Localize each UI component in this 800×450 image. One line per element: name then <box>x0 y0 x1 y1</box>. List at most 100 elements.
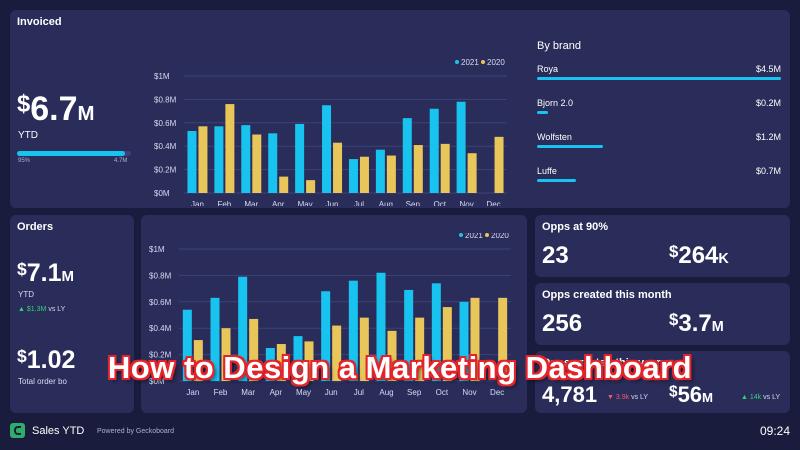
y-tick-label: $1M <box>149 245 165 254</box>
x-tick-label: Mar <box>244 200 258 206</box>
bar-2021-Jun <box>321 291 331 381</box>
opps-year-count: 4,781 <box>542 382 598 407</box>
x-tick-label: Jun <box>325 388 338 397</box>
bar-2020-Apr <box>279 176 289 193</box>
brand-name: Roya <box>537 64 559 74</box>
brand-row: Wolfsten $1.2M <box>537 132 781 156</box>
invoiced-title: Invoiced <box>17 16 62 28</box>
orders-label: YTD <box>18 290 34 299</box>
up-arrow-icon: ▲ <box>18 306 25 313</box>
opps-year-count-change: ▼ 3.9k vs LY <box>607 394 648 401</box>
x-tick-label: Jun <box>326 200 339 206</box>
invoiced-chart: $0M $0.2M $0.4M $0.6M $0.8M $1M 2021 2020 Jan Feb… <box>154 58 507 206</box>
invoiced-currency: $ <box>17 90 31 118</box>
legend-label: 2020 <box>487 58 505 67</box>
opps-year-amount-change-value: 14k <box>749 394 762 401</box>
y-tick-label: $1M <box>154 72 170 81</box>
bar-2020-Sep <box>415 317 425 381</box>
geckoboard-logo-icon <box>10 423 25 438</box>
bar-2021-Apr <box>265 348 275 381</box>
x-tick-label: Sep <box>406 200 421 206</box>
brand-value: $0.2M <box>755 98 781 108</box>
orders-number2: 1.02 <box>26 346 76 375</box>
bar-2021-Mar <box>241 125 251 193</box>
opps-year-count-change-suffix: vs LY <box>631 394 649 401</box>
opps-month-currency: $ <box>669 310 679 330</box>
overlay-headline: How to Design a Marketing Dashboard <box>107 350 693 385</box>
y-tick-label: $0.4M <box>149 324 172 333</box>
orders-change-value: $1.3M <box>26 306 47 313</box>
opps-90-currency: $ <box>669 242 679 262</box>
bar-2020-May <box>306 180 316 193</box>
opps-year-suffix: M <box>702 390 714 405</box>
legend-label: 2020 <box>491 233 509 240</box>
x-tick-label: Feb <box>214 388 228 397</box>
x-tick-label: Dec <box>490 388 504 397</box>
footer: Sales YTD Powered by Geckoboard 09:24 <box>0 418 800 450</box>
x-tick-label: Sep <box>407 388 422 397</box>
bar-2020-Jul <box>359 317 369 381</box>
brand-value: $4.5M <box>755 64 781 74</box>
by-brand-title: By brand <box>537 40 582 52</box>
opps-90-panel: Opps at 90% 23 $264K <box>535 215 790 277</box>
orders-panel: Orders $7.1M YTD ▲ $1.3M vs LY $1.02 Tot… <box>10 215 134 413</box>
y-tick-label: $0M <box>149 377 165 386</box>
bar-2020-May <box>304 341 314 381</box>
invoiced-progress-fill <box>17 151 126 156</box>
orders-title: Orders <box>17 221 54 233</box>
bar-2021-Apr <box>268 133 278 193</box>
brand-bar <box>537 111 548 114</box>
bar-2021-Feb <box>210 297 220 381</box>
orders-chart-panel: $0M $0.2M $0.4M $0.6M $0.8M $1M 2021 2020 Jan Feb… <box>141 215 527 413</box>
bar-2020-Dec <box>494 136 504 193</box>
brand-name: Bjorn 2.0 <box>537 98 574 108</box>
y-tick-label: $0.2M <box>154 166 177 175</box>
x-tick-label: Jul <box>354 388 364 397</box>
footer-powered: Powered by Geckoboard <box>97 428 175 435</box>
brand-bar <box>537 145 603 148</box>
bar-2020-Jan <box>193 340 203 381</box>
x-tick-label: Feb <box>217 200 231 206</box>
bar-2020-Jan <box>198 126 208 193</box>
x-tick-label: Oct <box>436 388 449 397</box>
bar-2020-Oct <box>440 143 450 193</box>
opps-year-count-change-value: 3.9k <box>615 394 630 401</box>
x-tick-label: Mar <box>241 388 255 397</box>
x-tick-label: Jul <box>354 200 364 206</box>
bar-2021-Sep <box>404 289 414 381</box>
x-tick-label: Jan <box>191 200 204 206</box>
legend-dot <box>459 233 463 237</box>
x-tick-label: Nov <box>462 388 476 397</box>
invoiced-value: $6.7M <box>17 92 95 126</box>
opps-year-title: Opps created this year <box>542 357 661 369</box>
bar-2021-Nov <box>456 101 466 193</box>
brand-value: $0.7M <box>755 166 781 176</box>
bar-2020-Jun <box>332 325 342 381</box>
opps-year-panel: Opps created this year 4,781 ▼ 3.9k vs L… <box>535 351 790 413</box>
opps-year-number: 56 <box>677 382 703 407</box>
orders-value: $7.1M <box>17 260 74 286</box>
bar-2021-Jun <box>322 105 332 193</box>
bar-2021-Oct <box>429 108 439 193</box>
opps-year-currency: $ <box>669 383 678 401</box>
brand-bar <box>537 77 781 80</box>
opps-90-suffix: K <box>718 251 729 267</box>
opps-month-count: 256 <box>542 310 583 337</box>
x-tick-label: Jan <box>186 388 199 397</box>
bar-2020-Feb <box>221 328 231 381</box>
bar-2021-Jan <box>182 309 192 381</box>
orders-currency2: $ <box>17 346 27 366</box>
orders-value2: $1.02 <box>17 346 76 375</box>
bar-2020-Apr <box>276 344 286 381</box>
x-tick-label: Oct <box>433 200 446 206</box>
opps-month-suffix: M <box>711 319 724 335</box>
legend-dot <box>481 60 485 64</box>
opps-90-title: Opps at 90% <box>542 221 609 233</box>
bar-2021-Mar <box>238 276 248 381</box>
bar-2021-Jan <box>187 130 197 193</box>
x-tick-label: Dec <box>486 200 500 206</box>
bar-2021-May <box>293 336 303 381</box>
legend-dot <box>455 60 459 64</box>
y-tick-label: $0.6M <box>149 298 172 307</box>
by-brand-list: Roya $4.5M Bjorn 2.0 $0.2M Wolfsten $1.2… <box>537 64 781 194</box>
